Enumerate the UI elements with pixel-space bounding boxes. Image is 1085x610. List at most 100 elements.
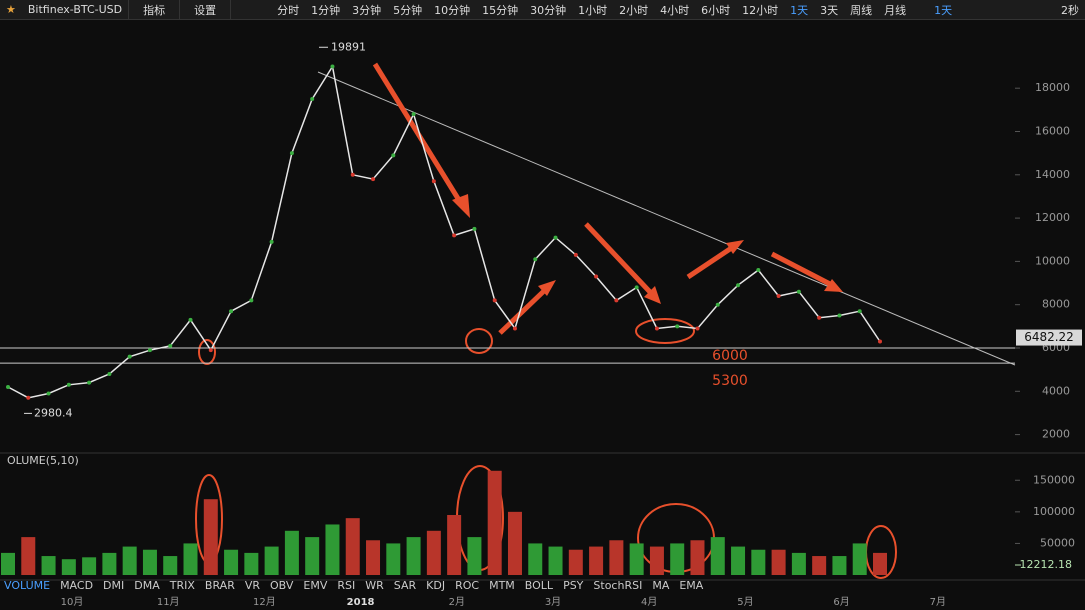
indicator-tab[interactable]: VR [245,579,261,592]
price-point [512,326,517,331]
indicator-tab[interactable]: EMA [679,579,703,592]
y-tick-label: 18000 [1035,81,1070,94]
indicator-tab[interactable]: SAR [394,579,417,592]
indicator-tab[interactable]: MTM [489,579,515,592]
trend-line [317,71,1016,366]
interval-button[interactable]: 15分钟 [482,3,519,17]
price-point [776,294,781,299]
interval-button[interactable]: 12小时 [742,3,779,17]
interval-button[interactable]: 2小时 [619,3,649,17]
y-tick-label: 14000 [1035,168,1070,181]
indicator-tab[interactable]: PSY [563,579,584,592]
interval-button[interactable]: 分时 [277,3,300,17]
interval-button[interactable]: 周线 [850,3,873,17]
arrow-head [644,286,661,304]
indicator-tab[interactable]: OBV [270,579,294,592]
symbol[interactable]: Bitfinex-BTC-USD [27,3,123,16]
price-point [371,177,376,182]
menu[interactable]: 设置 [194,3,217,17]
x-tick-label: 7月 [930,596,946,608]
interval-button[interactable]: 6小时 [701,3,731,17]
indicator-tab[interactable]: StochRSI [593,579,642,592]
arrows [372,62,832,335]
y-tick-label: 10000 [1035,254,1070,267]
volume-bar [467,537,482,575]
x-tick-label: 12月 [253,596,276,608]
interval-button[interactable]: 10分钟 [434,3,471,17]
x-tick-label: 10月 [61,596,84,608]
y-tick-label: 100000 [1033,505,1075,518]
indicator-tab[interactable]: EMV [303,579,327,592]
price-point [594,274,599,279]
interval-button[interactable]: 1天 [790,3,809,17]
volume-bar [284,530,299,575]
level-label: 5300 [712,373,748,389]
interval-button[interactable]: 1小时 [578,3,608,17]
indicator-tab[interactable]: DMI [103,579,124,592]
interval-select[interactable]: 1天 [934,3,953,17]
y-tick-label: 2000 [1042,428,1070,441]
y-tick-label: 50000 [1040,536,1075,549]
last-price-label: 6482.22 [1024,330,1074,344]
price-point [857,309,862,314]
indicator-tab[interactable]: BRAR [205,579,235,592]
volume-bar [528,543,543,575]
arrow-head [824,279,843,292]
interval-button[interactable]: 月线 [884,3,907,17]
volume-bar [487,470,502,575]
indicator-tab[interactable]: DMA [134,579,160,592]
x-tick-label: 3月 [545,596,561,608]
volume-bar [305,537,320,575]
interval-button[interactable]: 4小时 [660,3,690,17]
volume-bar [163,556,178,575]
arrow-head [452,194,470,218]
interval-button[interactable]: 3天 [820,3,839,17]
interval-button[interactable]: 1分钟 [311,3,341,17]
price-point [533,257,538,262]
y-tick-label: 150000 [1033,473,1075,486]
volume-bar [345,518,360,575]
annotations [195,318,897,579]
price-point [654,326,659,331]
volume-bar [183,543,198,575]
price-point [289,151,294,156]
indicator-tab[interactable]: RSI [337,579,355,592]
indicator-tab[interactable]: BOLL [525,579,554,592]
price-point [26,395,31,400]
circle [635,318,695,344]
volume-bar [325,524,340,575]
star[interactable]: ★ [6,3,16,16]
x-tick-label: 5月 [737,596,753,608]
refresh[interactable]: 2秒 [1061,3,1079,17]
price-point [492,298,497,303]
price-point [147,348,152,353]
volume-bar [507,511,522,575]
indicator-tab[interactable]: TRIX [169,579,196,592]
volume-bar [812,556,827,575]
volume-bar [731,546,746,575]
price-line [7,64,881,399]
x-tick-label: 2018 [347,597,375,608]
interval-button[interactable]: 30分钟 [530,3,567,17]
indicator-tab[interactable]: VOLUME [4,579,50,592]
indicator-tab[interactable]: ROC [455,579,479,592]
volume-bar [629,543,644,575]
indicator-tab[interactable]: MACD [60,579,93,592]
price-point [330,64,335,69]
menu[interactable]: 指标 [143,3,166,17]
price-point [431,179,436,184]
x-tick-label: 2月 [449,596,465,608]
y-tick-label: 16000 [1035,124,1070,137]
indicator-tab[interactable]: KDJ [426,579,445,592]
price-point [675,324,680,329]
volume-bar [41,556,56,575]
volume-label: OLUME(5,10) [7,454,79,467]
low-label: 2980.4 [34,406,73,419]
interval-button[interactable]: 3分钟 [352,3,382,17]
indicator-tab[interactable]: WR [365,579,384,592]
volume-bar [142,549,157,575]
interval-button[interactable]: 5分钟 [393,3,423,17]
volume-bar [609,540,624,575]
indicator-tab[interactable]: MA [652,579,669,592]
